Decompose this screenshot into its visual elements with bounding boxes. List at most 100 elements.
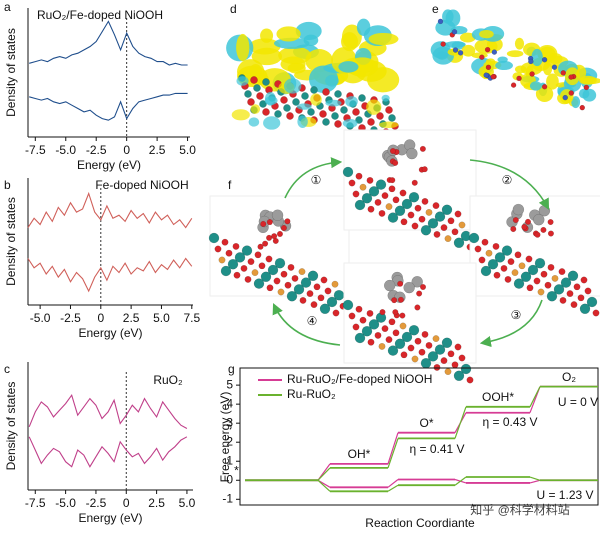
- charge-blob: [251, 47, 283, 66]
- annotation: η = 0.43 V: [482, 415, 537, 429]
- dos-curve: [28, 436, 188, 468]
- cycle-arrow: [469, 159, 550, 210]
- connector: [529, 479, 541, 484]
- atom: [480, 265, 492, 277]
- atom: [494, 252, 506, 263]
- atom: [367, 338, 375, 346]
- atom: [317, 294, 325, 302]
- atom: [427, 218, 439, 229]
- annotation: U = 1.23 V: [536, 488, 593, 502]
- atom: [310, 86, 318, 94]
- atom: [484, 46, 491, 53]
- atom: [401, 331, 413, 343]
- atom: [418, 215, 426, 223]
- y-tick-label: 1: [226, 453, 233, 467]
- charge-blob: [479, 29, 494, 39]
- atom: [420, 224, 432, 236]
- y-axis-label: Density of states: [4, 28, 18, 117]
- atom: [516, 75, 522, 82]
- atom: [280, 96, 288, 104]
- charge-blob: [506, 50, 524, 58]
- legend-label: Ru-RuO₂/Fe-doped NiOOH: [287, 372, 432, 386]
- charge-blob: [231, 109, 250, 121]
- atom: [534, 257, 546, 269]
- atom: [366, 309, 374, 317]
- x-axis-label: Energy (eV): [78, 511, 142, 525]
- atom: [389, 147, 396, 155]
- atom: [274, 257, 286, 269]
- atom: [253, 278, 265, 289]
- atom: [479, 54, 485, 60]
- x-tick-label: 5.0: [179, 143, 196, 157]
- atom: [432, 335, 440, 343]
- atom: [381, 192, 389, 200]
- dos-curve: [27, 257, 193, 293]
- panel-label: d: [230, 2, 237, 16]
- atom: [361, 192, 373, 204]
- dos-curve: [27, 191, 193, 229]
- atom: [319, 303, 331, 315]
- atom: [383, 279, 396, 292]
- atom: [394, 338, 406, 350]
- atom: [454, 210, 462, 218]
- x-tick-label: -2.5: [86, 496, 107, 510]
- atom: [547, 263, 555, 271]
- atom: [526, 284, 534, 292]
- x-tick-label: -5.0: [30, 311, 51, 325]
- atom: [474, 245, 482, 253]
- atom: [225, 249, 233, 257]
- atom: [458, 221, 466, 229]
- charge-blob: [295, 21, 322, 41]
- atom: [451, 361, 459, 369]
- atom: [421, 330, 429, 338]
- atom: [359, 316, 367, 324]
- atom: [512, 217, 519, 224]
- atom: [392, 159, 399, 166]
- charge-blob: [236, 33, 250, 62]
- atom: [244, 275, 252, 283]
- x-tick-label: 7.5: [183, 311, 200, 325]
- x-tick-label: -2.5: [86, 143, 107, 157]
- atom: [444, 235, 452, 243]
- atom: [411, 179, 418, 186]
- atom: [262, 78, 270, 86]
- atom: [514, 251, 522, 259]
- atom: [560, 277, 572, 288]
- atom: [551, 274, 559, 282]
- y-axis-label: Density of states: [4, 197, 18, 286]
- panel-label: f: [228, 178, 232, 192]
- atom: [586, 296, 598, 308]
- atom: [408, 324, 420, 336]
- atom: [541, 84, 548, 90]
- charge-blob: [342, 118, 358, 128]
- y-tick-label: 3: [226, 415, 233, 429]
- charge-blob: [580, 77, 600, 85]
- atom: [580, 276, 588, 284]
- cycle-arrow: [284, 157, 343, 199]
- charge-blob: [248, 117, 260, 127]
- x-tick-label: 2.5: [123, 311, 140, 325]
- atom: [247, 258, 255, 266]
- atom: [233, 271, 241, 279]
- atom: [332, 309, 340, 317]
- x-tick-label: -5.0: [55, 496, 76, 510]
- atom: [559, 296, 567, 304]
- atom: [326, 296, 338, 308]
- atom: [262, 240, 269, 247]
- charge-blob: [296, 103, 312, 110]
- atom: [355, 116, 363, 124]
- charge-blob: [297, 115, 308, 129]
- atom: [466, 376, 474, 384]
- atom: [492, 242, 500, 250]
- atom: [447, 350, 455, 358]
- atom: [454, 343, 462, 351]
- charge-blob: [578, 88, 590, 99]
- atom: [577, 294, 585, 302]
- atom: [453, 370, 465, 382]
- atom: [427, 351, 439, 362]
- charge-blob: [260, 28, 274, 43]
- atom: [440, 224, 448, 232]
- atom: [547, 230, 554, 237]
- charge-blob: [514, 37, 525, 50]
